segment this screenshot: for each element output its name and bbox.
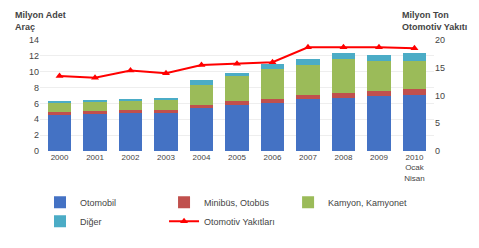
svg-text:Minibüs, Otobüs: Minibüs, Otobüs (204, 198, 270, 208)
svg-text:10: 10 (435, 91, 445, 101)
svg-text:Otomobil: Otomobil (80, 198, 116, 208)
svg-text:2010OcakNisan: 2010OcakNisan (404, 153, 425, 183)
svg-text:Otomotiv Yakıtları: Otomotiv Yakıtları (204, 217, 275, 227)
svg-text:2009: 2009 (370, 153, 388, 162)
svg-text:2004: 2004 (193, 153, 211, 162)
svg-text:15: 15 (435, 63, 445, 73)
svg-text:12: 12 (29, 51, 39, 61)
svg-text:2005: 2005 (228, 153, 246, 162)
svg-text:2006: 2006 (264, 153, 282, 162)
svg-text:4: 4 (34, 114, 39, 124)
svg-text:6: 6 (34, 99, 39, 109)
svg-text:2008: 2008 (335, 153, 353, 162)
svg-text:2: 2 (34, 130, 39, 140)
svg-text:2003: 2003 (157, 153, 175, 162)
svg-text:Milyon AdetAraç: Milyon AdetAraç (15, 10, 66, 32)
svg-text:10: 10 (29, 67, 39, 77)
svg-text:20: 20 (435, 35, 445, 45)
svg-text:0: 0 (435, 146, 440, 156)
svg-text:2007: 2007 (299, 153, 317, 162)
svg-text:5: 5 (435, 118, 440, 128)
svg-text:8: 8 (34, 83, 39, 93)
svg-text:Milyon TonOtomotiv Yakıtı: Milyon TonOtomotiv Yakıtı (402, 10, 467, 32)
svg-text:Kamyon, Kamyonet: Kamyon, Kamyonet (328, 198, 407, 208)
svg-text:2000: 2000 (51, 153, 69, 162)
svg-text:2001: 2001 (86, 153, 104, 162)
svg-text:0: 0 (34, 146, 39, 156)
svg-text:14: 14 (29, 35, 39, 45)
svg-text:Diğer: Diğer (80, 217, 102, 227)
svg-text:2002: 2002 (122, 153, 140, 162)
